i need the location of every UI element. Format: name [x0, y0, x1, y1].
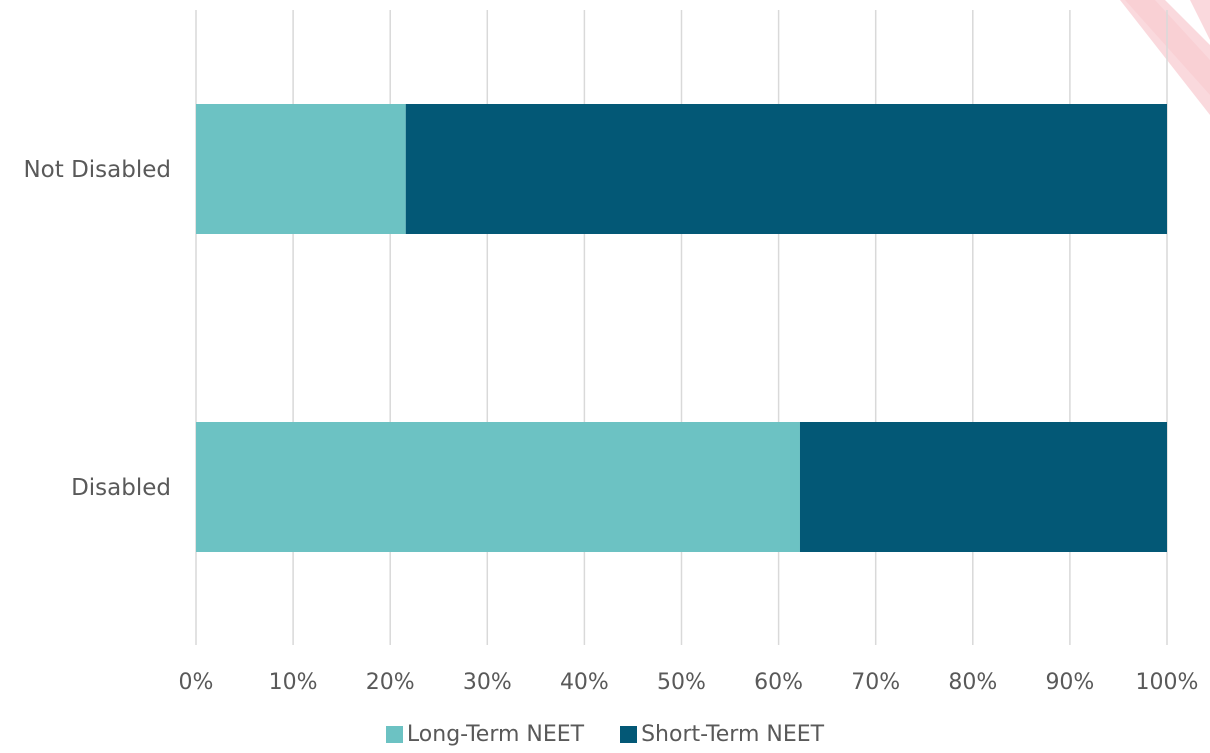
x-tick-labels: 0% 10% 20% 30% 40% 50% 60% 70% 80% 90% 100% — [179, 670, 1199, 695]
x-tick-label: 70% — [851, 670, 900, 695]
x-tick-label: 0% — [179, 670, 214, 695]
legend-swatch — [620, 726, 638, 743]
x-tick-label: 80% — [948, 670, 997, 695]
bar-long-term-neet-not-disabled — [196, 104, 406, 234]
x-tick-label: 30% — [463, 670, 512, 695]
legend-label: Short-Term NEET — [641, 722, 825, 747]
watermark-stripe — [1190, 0, 1210, 40]
bar-long-term-neet-disabled — [196, 422, 800, 552]
x-tick-label: 40% — [560, 670, 609, 695]
bars — [196, 104, 1168, 552]
watermark-stripes — [1120, 0, 1210, 115]
legend-item: Long-Term NEET — [385, 722, 585, 747]
category-label: Disabled — [71, 475, 171, 501]
bar-short-term-neet-not-disabled — [405, 104, 1168, 234]
x-tick-label: 10% — [269, 670, 318, 695]
x-tick-label: 90% — [1045, 670, 1094, 695]
watermark-stripe — [1120, 0, 1210, 115]
chart: Not Disabled Disabled 0% 10% 20% 30% 40% 50% 60… — [23, 0, 1210, 695]
x-tick-label: 50% — [657, 670, 706, 695]
legend-swatch — [385, 726, 403, 743]
legend-item: Short-Term NEET — [620, 722, 824, 747]
bar-short-term-neet-disabled — [799, 422, 1167, 552]
x-tick-label: 100% — [1136, 670, 1199, 695]
category-label: Not Disabled — [23, 157, 171, 183]
x-tick-label: 60% — [754, 670, 803, 695]
category-labels: Not Disabled Disabled — [23, 157, 171, 501]
x-tick-label: 20% — [366, 670, 415, 695]
legend-label: Long-Term NEET — [406, 722, 585, 747]
legend: Long-Term NEET Short-Term NEET — [0, 722, 1210, 747]
